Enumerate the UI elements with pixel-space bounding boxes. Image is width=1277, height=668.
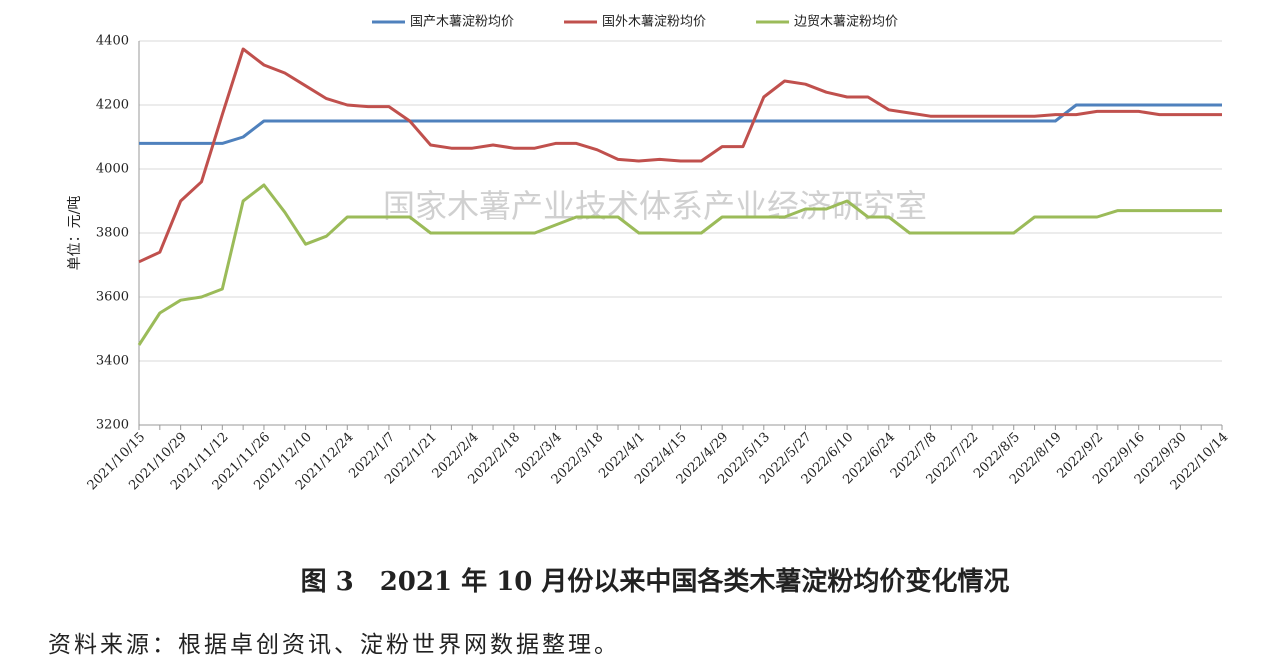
series-line [137,183,1222,346]
legend-label: 边贸木薯淀粉均价 [794,15,898,30]
y-tick-label: 4200 [96,98,129,113]
caption: 图 3 2021 年 10 月份以来中国各类木薯淀粉均价变化情况 [301,566,1010,597]
y-tick-label: 3800 [96,226,129,241]
y-tick-label: 4400 [96,34,129,49]
source-note: 资料来源：根据卓创资讯、淀粉世界网数据整理。 [48,632,620,658]
y-tick-label: 3200 [96,418,129,433]
y-tick-label: 3400 [96,354,129,369]
y-tick-label: 3600 [96,290,129,305]
watermark: 国家木薯产业技术体系产业经济研究室 [383,187,927,225]
legend-label: 国外木薯淀粉均价 [602,15,706,30]
y-axis-label: 单位：元/吨 [67,196,83,271]
y-tick-label: 4000 [96,162,129,177]
legend-label: 国产木薯淀粉均价 [410,15,514,30]
series-line [139,103,1222,145]
series-line [138,47,1222,264]
